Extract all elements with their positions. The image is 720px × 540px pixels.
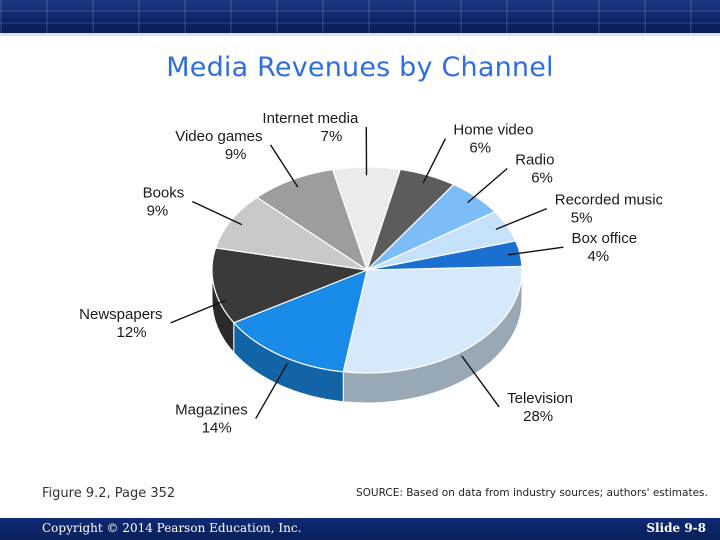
pie-slice-television: [342, 265, 523, 374]
leader-line-radio: [467, 168, 508, 204]
slice-value-television: 28%: [523, 408, 553, 425]
chart-panel: Television 28% Magazines 14% Newspapers 12% Bo…: [42, 102, 662, 474]
leader-lines: [170, 126, 564, 419]
leader-line-magazines: [255, 363, 288, 419]
pie-tops: [211, 166, 523, 374]
pie-slice-video-games: [255, 168, 369, 272]
leader-line-recorded-music: [495, 208, 548, 231]
pie-slice-magazines: [232, 269, 368, 373]
slice-label-magazines: Magazines: [175, 402, 248, 419]
source-note: SOURCE: Based on data from industry sour…: [356, 487, 708, 499]
copyright-text: Copyright © 2014 Pearson Education, Inc.: [42, 521, 302, 535]
leader-line-box-office: [507, 246, 564, 256]
slice-label-internet-media: Internet media: [262, 110, 359, 127]
slice-label-newspapers: Newspapers: [79, 306, 162, 323]
slide-title: Media Revenues by Channel: [166, 52, 554, 83]
slide-number: Slide 9-8: [646, 521, 706, 535]
slice-value-home-video: 6%: [469, 140, 491, 157]
slice-value-radio: 6%: [531, 170, 553, 187]
leader-line-books: [191, 200, 243, 226]
leader-line-video-games: [269, 144, 299, 188]
leader-line-home-video: [422, 138, 447, 184]
slice-label-home-video: Home video: [453, 122, 533, 139]
slice-value-books: 9%: [147, 203, 169, 220]
slice-value-video-games: 9%: [225, 146, 247, 163]
slice-value-internet-media: 7%: [321, 128, 343, 145]
slice-value-magazines: 14%: [202, 420, 232, 437]
slice-label-box-office: Box office: [571, 230, 637, 247]
leader-line-television: [461, 355, 500, 408]
slice-label-books: Books: [143, 185, 185, 202]
figure-caption: Figure 9.2, Page 352: [42, 486, 176, 501]
top-banner: [0, 0, 720, 36]
slice-label-radio: Radio: [515, 152, 554, 169]
slice-label-television: Television: [507, 390, 573, 407]
slice-value-recorded-music: 5%: [571, 210, 593, 227]
slice-label-recorded-music: Recorded music: [555, 192, 662, 209]
slice-value-box-office: 4%: [587, 248, 609, 265]
slice-label-video-games: Video games: [175, 128, 262, 145]
slice-value-newspapers: 12%: [117, 324, 147, 341]
leader-line-newspapers: [170, 299, 227, 324]
footer-bar: Copyright © 2014 Pearson Education, Inc.…: [0, 518, 720, 540]
pie-slice-newspapers: [211, 247, 370, 324]
pie-slice-books: [214, 196, 368, 271]
